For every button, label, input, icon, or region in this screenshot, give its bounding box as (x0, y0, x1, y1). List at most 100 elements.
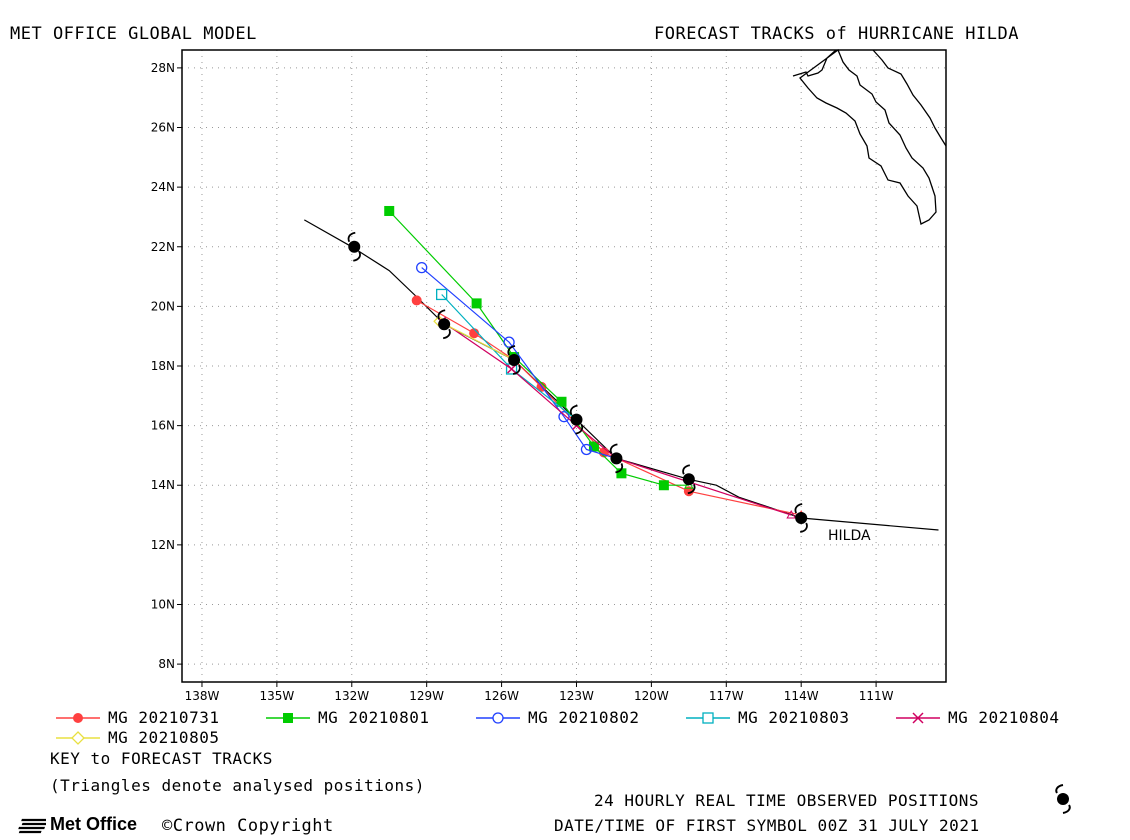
analysed-position-triangle (786, 510, 797, 519)
lat-tick-label: 16N (151, 419, 175, 433)
hurricane-symbol-core (508, 354, 521, 367)
hurricane-symbol-core (682, 473, 695, 486)
hurricane-symbol-arm (442, 328, 451, 340)
forecast-point (503, 336, 515, 348)
forecast-point (588, 441, 599, 452)
lon-tick-label: 126W (484, 689, 519, 700)
forecast-point (556, 396, 567, 407)
legend-swatch-blue-circle (476, 711, 520, 724)
forecast-track-map: 8N 10N 12N 14N 16N 18N 20N 22N 24N 26N 28N 138W 135W… (151, 48, 947, 700)
hurricane-symbol-icon (507, 345, 521, 375)
lon-tick-label: 114W (784, 689, 819, 700)
met-office-logo-text: Met Office (50, 814, 138, 834)
forecast-point (616, 468, 627, 479)
forecast-point (658, 480, 669, 491)
hurricane-symbol-icon (1055, 784, 1071, 814)
forecast-point (416, 261, 428, 274)
hurricane-symbol-arm (569, 404, 578, 416)
lat-tick-label: 18N (151, 359, 175, 373)
hurricane-symbol-arm (512, 364, 521, 375)
hurricane-symbol-arm (615, 463, 624, 474)
observed-positions (347, 231, 808, 533)
legend-item-20210804: MG 20210804 (896, 708, 1059, 727)
first-symbol-datetime: DATE/TIME OF FIRST SYMBOL 00Z 31 JULY 20… (554, 816, 980, 835)
forecast-point (411, 295, 422, 306)
hurricane-symbol-arm (575, 424, 584, 435)
lat-tick-label: 20N (151, 299, 175, 313)
lat-tick-label: 28N (151, 61, 175, 75)
forecast-tracks (384, 205, 807, 519)
legend-item-20210805: MG 20210805 (56, 728, 219, 747)
lon-tick-label: 132W (334, 689, 369, 700)
hurricane-symbol-arm (347, 231, 356, 243)
lat-tick-label: 26N (151, 121, 175, 135)
hurricane-symbol-icon (609, 443, 624, 474)
forecast-point (558, 411, 570, 423)
triangles-note: (Triangles denote analysed positions) (50, 776, 425, 795)
forecast-track-mg-20210801 (384, 205, 694, 491)
forecast-track-line (388, 210, 689, 486)
hurricane-symbol-icon (347, 231, 361, 262)
forecast-point (384, 205, 395, 216)
lon-tick-label: 117W (709, 689, 744, 700)
hurricane-symbol-arm (353, 251, 361, 262)
lon-tick-label: 129W (409, 689, 444, 700)
observed-positions-note: 24 HOURLY REAL TIME OBSERVED POSITIONS (594, 791, 980, 810)
coastline-mainland (872, 49, 947, 147)
hurricane-symbol-icon (569, 404, 584, 435)
legend-swatch-green-square (266, 712, 310, 723)
legend-item-20210731: MG 20210731 (56, 708, 219, 727)
hurricane-symbol-arm (609, 443, 618, 454)
legend-swatch-red-circle (56, 712, 100, 723)
coastline-outer (792, 48, 937, 225)
hurricane-symbol-core (570, 413, 583, 426)
forecast-point (471, 298, 482, 309)
hurricane-symbol-arm (687, 483, 696, 495)
legend-item-20210803: MG 20210803 (686, 708, 849, 727)
met-office-logo: Met Office (16, 814, 137, 835)
hurricane-symbol-icon (437, 309, 451, 340)
lon-tick-label: 138W (185, 689, 220, 700)
forecast-point (469, 328, 480, 339)
forecast-track-line (438, 320, 515, 361)
forecast-point (580, 443, 593, 456)
legend-label: MG 20210731 (108, 708, 220, 727)
hurricane-symbol-icon (682, 464, 696, 495)
lon-tick-label: 120W (634, 689, 669, 700)
legend-swatch-yellow-diamond (56, 730, 100, 745)
key-title: KEY to FORECAST TRACKS (50, 749, 273, 768)
coastline-baja-california (792, 48, 947, 225)
storm-label: HILDA (828, 528, 871, 544)
observed-track (304, 219, 939, 531)
lat-tick-label: 12N (151, 538, 175, 552)
lon-tick-label: 123W (559, 689, 594, 700)
lat-tick-label: 14N (151, 478, 175, 492)
observed-track-line (304, 219, 939, 531)
lat-tick-label: 10N (151, 597, 175, 611)
met-office-logo-icon (18, 818, 46, 833)
lon-tick-label: 135W (259, 689, 294, 700)
model-title: MET OFFICE GLOBAL MODEL (10, 24, 257, 44)
hurricane-symbol-arm (507, 345, 516, 356)
legend-item-20210801: MG 20210801 (266, 708, 429, 727)
lat-tick-label: 22N (151, 240, 175, 254)
hurricane-symbol-arm (794, 503, 803, 514)
legend-item-20210802: MG 20210802 (476, 708, 639, 727)
lat-tick-label: 8N (158, 657, 175, 671)
legend-label: MG 20210802 (528, 708, 640, 727)
crown-copyright: ©Crown Copyright (162, 816, 334, 836)
legend-label: MG 20210803 (738, 708, 850, 727)
map-axes: 8N 10N 12N 14N 16N 18N 20N 22N 24N 26N 28N 138W 135W… (151, 49, 947, 700)
legend-swatch-magenta-x (896, 711, 940, 724)
chart-title: FORECAST TRACKS of HURRICANE HILDA (654, 24, 1019, 44)
map-grid (182, 50, 946, 682)
lon-tick-label: 111W (859, 689, 894, 700)
hurricane-symbol-arm (682, 464, 691, 475)
legend-label: MG 20210804 (948, 708, 1060, 727)
hurricane-symbol-arm (437, 309, 446, 320)
legend-label: MG 20210801 (318, 708, 430, 727)
legend-label: MG 20210805 (108, 728, 220, 747)
hurricane-symbol-core (795, 512, 808, 525)
hurricane-symbol-core (348, 240, 361, 253)
legend-swatch-cyan-square (686, 711, 730, 724)
